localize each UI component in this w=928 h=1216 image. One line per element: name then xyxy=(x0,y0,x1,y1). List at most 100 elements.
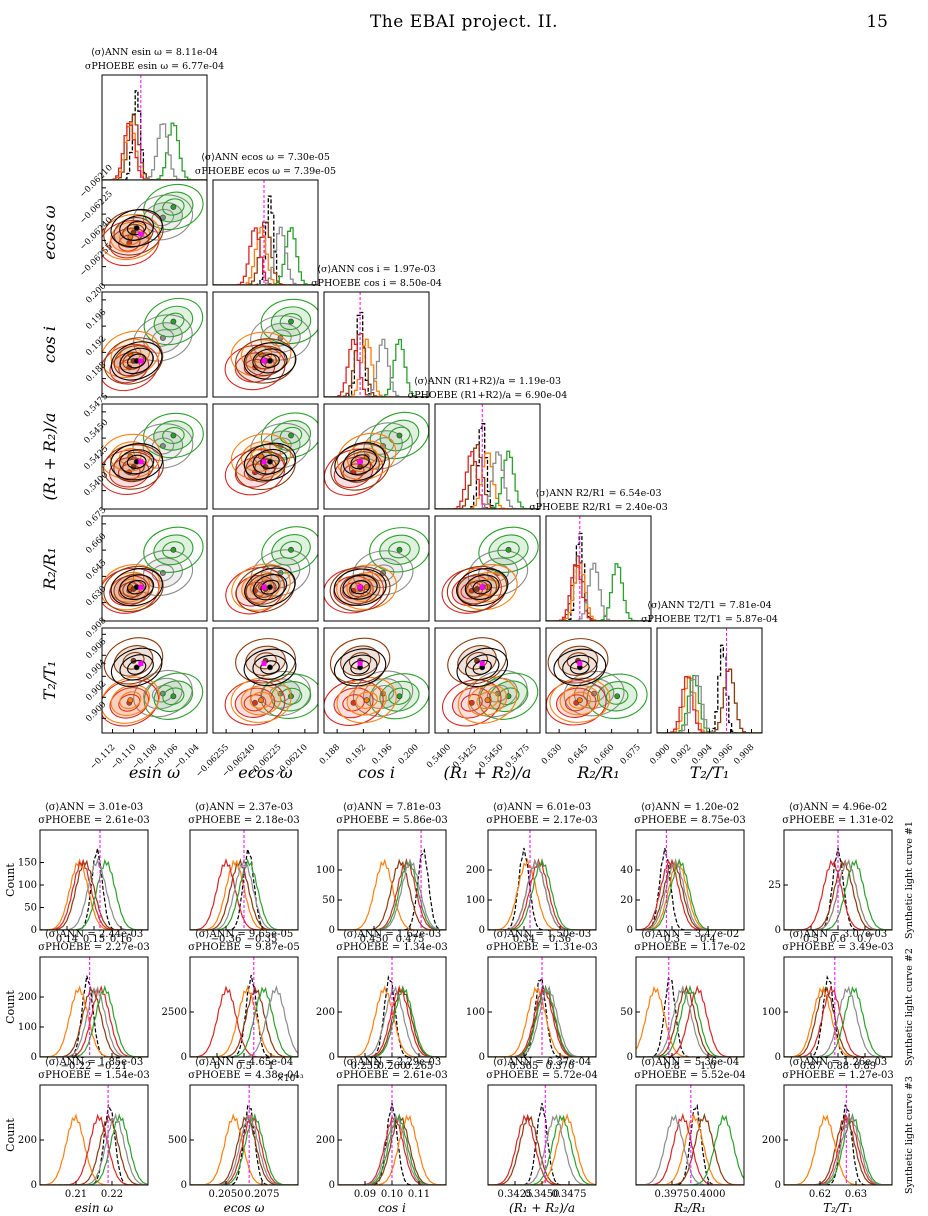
ytick-label: 0 xyxy=(329,1180,335,1191)
ytick-label: 0 xyxy=(181,1052,187,1063)
stat-ann: ⟨σ⟩ANN = 4.65e-04 xyxy=(195,1057,293,1068)
contour-brown xyxy=(329,566,391,612)
panel-frame xyxy=(212,627,319,734)
contour-brown xyxy=(349,458,372,476)
contour-green xyxy=(162,687,185,706)
ytick-label: 200 xyxy=(762,1135,781,1146)
hist-red xyxy=(324,338,429,397)
xtick-label: 0.36 xyxy=(549,934,571,945)
hist-gray xyxy=(102,123,207,180)
contour-green xyxy=(270,420,312,451)
hist-black xyxy=(435,423,540,509)
hist-orange xyxy=(657,675,762,733)
hist-panel: ⟨σ⟩ANN = 3.01e-03 σPHOEBE = 2.61e-03 0.14 0… xyxy=(18,802,150,945)
panel-content xyxy=(102,297,204,392)
xtick-label: 0.5 xyxy=(803,934,819,945)
xtick-label: 1 xyxy=(268,1061,274,1072)
ytick-label: 0 xyxy=(775,1052,781,1063)
contour-black xyxy=(110,647,163,688)
corner-panel xyxy=(212,291,319,398)
hist-gray xyxy=(338,858,446,930)
truth-marker xyxy=(577,660,583,666)
xtick-label: 0.188 xyxy=(318,743,342,767)
xtick-label: 0.4000 xyxy=(691,1189,726,1200)
center-green xyxy=(170,432,177,439)
x-axis-label: ecos ω xyxy=(238,763,292,782)
contour-brown xyxy=(235,565,296,613)
center-red xyxy=(468,699,475,706)
contour-green xyxy=(260,412,318,459)
contour-green xyxy=(153,191,194,223)
hist-gray xyxy=(657,675,762,733)
hist-panel: ⟨σ⟩ANN = 2.44e-03 σPHOEBE = 2.27e-03 −0.22… xyxy=(18,929,150,1072)
contour-red xyxy=(118,693,141,712)
panel-content xyxy=(102,75,207,180)
hist-brown xyxy=(488,858,596,930)
contour-orange xyxy=(231,563,291,611)
ytick-label: 0.200 xyxy=(84,281,108,305)
stat-ann: ⟨σ⟩ANN = 1.50e-03 xyxy=(493,929,591,940)
center-orange xyxy=(576,697,583,704)
contour-red xyxy=(451,687,492,719)
ytick-label: 200 xyxy=(316,1135,335,1146)
contour-orange xyxy=(249,578,273,597)
panel-frame xyxy=(39,1084,149,1186)
stat-phoebe: σPHOEBE = 2.18e-03 xyxy=(188,815,299,826)
center-red xyxy=(252,699,258,706)
xtick-label: 0.255 xyxy=(351,1061,380,1072)
hist-panel: ⟨σ⟩ANN = 4.65e-04 σPHOEBE = 4.38e-04 0.205… xyxy=(168,1057,300,1215)
contour-gray xyxy=(260,557,301,589)
panel-content xyxy=(224,298,318,391)
panel-content xyxy=(102,183,204,267)
hist-orange xyxy=(40,985,148,1057)
hist-brown xyxy=(40,1113,148,1185)
center-green xyxy=(170,693,177,700)
panel-content xyxy=(441,526,539,614)
ytick-label: 0 xyxy=(181,1180,187,1191)
stat-phoebe: σPHOEBE (R1+R2)/a = 6.90e-04 xyxy=(408,390,568,401)
contour-green xyxy=(279,313,303,331)
hist-green xyxy=(784,1112,892,1185)
truth-marker xyxy=(261,459,267,465)
hist-black xyxy=(40,975,148,1057)
xtick-label: 0.89 xyxy=(854,1061,876,1072)
contour-green xyxy=(162,198,185,216)
ytick-label: 200 xyxy=(18,992,37,1003)
row-side-label: Synthetic light curve #3 xyxy=(904,1076,915,1194)
hist-gray xyxy=(636,857,744,930)
contour-brown xyxy=(340,645,381,677)
stat-ann: ⟨σ⟩ANN = 5.36e-04 xyxy=(641,1057,739,1068)
ytick-label: 0.5450 xyxy=(82,418,110,446)
truth-marker xyxy=(357,584,363,590)
hist-green xyxy=(636,984,744,1057)
hist-panel: ⟨σ⟩ANN = 3.47e-02 σPHOEBE = 1.17e-02 0.8 1.… xyxy=(620,929,745,1072)
truth-marker xyxy=(261,584,267,590)
ytick-label: 2500 xyxy=(162,1007,187,1018)
center-green xyxy=(396,432,403,439)
hist-green xyxy=(636,1114,744,1185)
panel-content xyxy=(338,957,446,1057)
contour-black xyxy=(126,579,147,595)
xtick-label: 0.3975 xyxy=(655,1189,690,1200)
hist-green xyxy=(488,1114,596,1185)
x-axis-label: (R₁ + R₂)/a xyxy=(509,1201,575,1215)
stat-ann: ⟨σ⟩ANN = 3.01e-03 xyxy=(45,802,143,813)
contour-black xyxy=(110,443,164,481)
xtick-label: 0.21 xyxy=(65,1189,87,1200)
panel-frame xyxy=(323,291,430,398)
contour-orange xyxy=(102,564,161,611)
xtick-label: 0.6 xyxy=(830,934,846,945)
ytick-label: 0.5475 xyxy=(82,391,110,419)
xtick-label: −0.22 xyxy=(61,1061,92,1072)
panel-frame xyxy=(212,179,319,286)
contour-black xyxy=(110,341,163,381)
contour-black xyxy=(553,648,607,687)
panel-frame xyxy=(545,515,652,622)
contour-green xyxy=(260,298,318,345)
hist-black xyxy=(190,1104,298,1185)
x-axis-label: esin ω xyxy=(129,763,180,782)
contour-black xyxy=(472,579,493,595)
stat-phoebe: σPHOEBE = 2.61e-03 xyxy=(38,815,149,826)
stat-phoebe: σPHOEBE = 9.87e-05 xyxy=(188,942,299,953)
hist-panel: ⟨σ⟩ANN = 2.29e-03 σPHOEBE = 2.61e-03 0.09 0… xyxy=(316,1057,448,1215)
